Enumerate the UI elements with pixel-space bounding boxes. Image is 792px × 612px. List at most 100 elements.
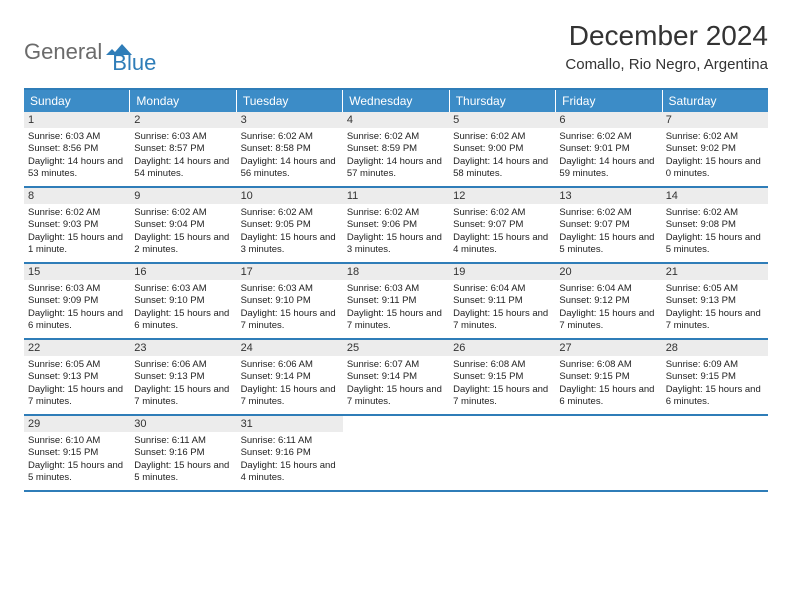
calendar-day: 11Sunrise: 6:02 AMSunset: 9:06 PMDayligh… [343, 188, 449, 262]
day-number: 27 [555, 340, 661, 356]
week-row: 8Sunrise: 6:02 AMSunset: 9:03 PMDaylight… [24, 188, 768, 264]
sunrise-text: Sunrise: 6:02 AM [28, 207, 126, 219]
day-detail: Sunrise: 6:02 AMSunset: 8:58 PMDaylight:… [237, 128, 343, 185]
day-detail: Sunrise: 6:08 AMSunset: 9:15 PMDaylight:… [555, 356, 661, 413]
sunset-text: Sunset: 9:16 PM [241, 447, 339, 459]
page-title: December 2024 [565, 20, 768, 52]
sunrise-text: Sunrise: 6:03 AM [134, 283, 232, 295]
day-detail: Sunrise: 6:11 AMSunset: 9:16 PMDaylight:… [237, 432, 343, 489]
calendar-day: 3Sunrise: 6:02 AMSunset: 8:58 PMDaylight… [237, 112, 343, 186]
calendar-day: 18Sunrise: 6:03 AMSunset: 9:11 PMDayligh… [343, 264, 449, 338]
sunrise-text: Sunrise: 6:09 AM [666, 359, 764, 371]
daylight-text: Daylight: 15 hours and 2 minutes. [134, 232, 232, 257]
day-header-wednesday: Wednesday [343, 90, 449, 112]
sunset-text: Sunset: 9:09 PM [28, 295, 126, 307]
day-number: 17 [237, 264, 343, 280]
day-detail: Sunrise: 6:04 AMSunset: 9:12 PMDaylight:… [555, 280, 661, 337]
sunset-text: Sunset: 8:56 PM [28, 143, 126, 155]
day-detail: Sunrise: 6:03 AMSunset: 9:10 PMDaylight:… [130, 280, 236, 337]
day-number: 4 [343, 112, 449, 128]
sunset-text: Sunset: 8:59 PM [347, 143, 445, 155]
daylight-text: Daylight: 15 hours and 4 minutes. [241, 460, 339, 485]
sunrise-text: Sunrise: 6:08 AM [453, 359, 551, 371]
sunset-text: Sunset: 9:02 PM [666, 143, 764, 155]
day-number: 5 [449, 112, 555, 128]
sunset-text: Sunset: 9:15 PM [28, 447, 126, 459]
sunset-text: Sunset: 9:13 PM [28, 371, 126, 383]
daylight-text: Daylight: 15 hours and 6 minutes. [28, 308, 126, 333]
day-detail: Sunrise: 6:09 AMSunset: 9:15 PMDaylight:… [662, 356, 768, 413]
sunrise-text: Sunrise: 6:06 AM [134, 359, 232, 371]
sunrise-text: Sunrise: 6:02 AM [666, 207, 764, 219]
sunrise-text: Sunrise: 6:04 AM [559, 283, 657, 295]
day-detail: Sunrise: 6:05 AMSunset: 9:13 PMDaylight:… [662, 280, 768, 337]
sunset-text: Sunset: 9:12 PM [559, 295, 657, 307]
day-number: 18 [343, 264, 449, 280]
day-header-friday: Friday [556, 90, 662, 112]
day-number: 6 [555, 112, 661, 128]
day-detail: Sunrise: 6:03 AMSunset: 8:56 PMDaylight:… [24, 128, 130, 185]
calendar-day [343, 416, 449, 490]
day-number: 30 [130, 416, 236, 432]
sunrise-text: Sunrise: 6:04 AM [453, 283, 551, 295]
sunrise-text: Sunrise: 6:03 AM [28, 131, 126, 143]
day-number: 14 [662, 188, 768, 204]
sunrise-text: Sunrise: 6:02 AM [559, 207, 657, 219]
day-detail: Sunrise: 6:02 AMSunset: 9:05 PMDaylight:… [237, 204, 343, 261]
sunset-text: Sunset: 9:01 PM [559, 143, 657, 155]
week-row: 22Sunrise: 6:05 AMSunset: 9:13 PMDayligh… [24, 340, 768, 416]
calendar-day: 30Sunrise: 6:11 AMSunset: 9:16 PMDayligh… [130, 416, 236, 490]
sunset-text: Sunset: 9:00 PM [453, 143, 551, 155]
day-detail: Sunrise: 6:03 AMSunset: 8:57 PMDaylight:… [130, 128, 236, 185]
daylight-text: Daylight: 15 hours and 5 minutes. [666, 232, 764, 257]
sunset-text: Sunset: 9:11 PM [347, 295, 445, 307]
daylight-text: Daylight: 15 hours and 7 minutes. [453, 384, 551, 409]
day-number: 25 [343, 340, 449, 356]
calendar-day: 16Sunrise: 6:03 AMSunset: 9:10 PMDayligh… [130, 264, 236, 338]
calendar-day: 9Sunrise: 6:02 AMSunset: 9:04 PMDaylight… [130, 188, 236, 262]
sunrise-text: Sunrise: 6:05 AM [666, 283, 764, 295]
calendar-day: 23Sunrise: 6:06 AMSunset: 9:13 PMDayligh… [130, 340, 236, 414]
calendar-day: 19Sunrise: 6:04 AMSunset: 9:11 PMDayligh… [449, 264, 555, 338]
day-detail: Sunrise: 6:10 AMSunset: 9:15 PMDaylight:… [24, 432, 130, 489]
sunrise-text: Sunrise: 6:08 AM [559, 359, 657, 371]
day-number: 22 [24, 340, 130, 356]
day-detail: Sunrise: 6:02 AMSunset: 9:06 PMDaylight:… [343, 204, 449, 261]
daylight-text: Daylight: 15 hours and 4 minutes. [453, 232, 551, 257]
calendar: SundayMondayTuesdayWednesdayThursdayFrid… [24, 88, 768, 492]
calendar-day: 21Sunrise: 6:05 AMSunset: 9:13 PMDayligh… [662, 264, 768, 338]
calendar-day: 6Sunrise: 6:02 AMSunset: 9:01 PMDaylight… [555, 112, 661, 186]
week-row: 15Sunrise: 6:03 AMSunset: 9:09 PMDayligh… [24, 264, 768, 340]
calendar-day: 13Sunrise: 6:02 AMSunset: 9:07 PMDayligh… [555, 188, 661, 262]
sunrise-text: Sunrise: 6:11 AM [134, 435, 232, 447]
sunrise-text: Sunrise: 6:03 AM [134, 131, 232, 143]
logo: General Blue [24, 28, 156, 76]
day-detail: Sunrise: 6:02 AMSunset: 9:01 PMDaylight:… [555, 128, 661, 185]
day-number: 3 [237, 112, 343, 128]
calendar-day: 10Sunrise: 6:02 AMSunset: 9:05 PMDayligh… [237, 188, 343, 262]
daylight-text: Daylight: 15 hours and 0 minutes. [666, 156, 764, 181]
sunset-text: Sunset: 9:11 PM [453, 295, 551, 307]
sunset-text: Sunset: 9:13 PM [134, 371, 232, 383]
day-detail: Sunrise: 6:04 AMSunset: 9:11 PMDaylight:… [449, 280, 555, 337]
daylight-text: Daylight: 15 hours and 7 minutes. [347, 384, 445, 409]
sunset-text: Sunset: 9:07 PM [559, 219, 657, 231]
calendar-day: 1Sunrise: 6:03 AMSunset: 8:56 PMDaylight… [24, 112, 130, 186]
day-detail: Sunrise: 6:03 AMSunset: 9:10 PMDaylight:… [237, 280, 343, 337]
day-number: 12 [449, 188, 555, 204]
day-detail: Sunrise: 6:02 AMSunset: 9:00 PMDaylight:… [449, 128, 555, 185]
day-number: 20 [555, 264, 661, 280]
day-number: 11 [343, 188, 449, 204]
sunrise-text: Sunrise: 6:02 AM [347, 207, 445, 219]
day-detail: Sunrise: 6:06 AMSunset: 9:13 PMDaylight:… [130, 356, 236, 413]
location-text: Comallo, Rio Negro, Argentina [565, 56, 768, 73]
sunset-text: Sunset: 9:04 PM [134, 219, 232, 231]
sunset-text: Sunset: 9:15 PM [559, 371, 657, 383]
day-number: 9 [130, 188, 236, 204]
daylight-text: Daylight: 15 hours and 7 minutes. [666, 308, 764, 333]
day-detail: Sunrise: 6:02 AMSunset: 9:03 PMDaylight:… [24, 204, 130, 261]
daylight-text: Daylight: 15 hours and 7 minutes. [134, 384, 232, 409]
daylight-text: Daylight: 15 hours and 6 minutes. [666, 384, 764, 409]
sunset-text: Sunset: 9:14 PM [347, 371, 445, 383]
sunset-text: Sunset: 9:15 PM [453, 371, 551, 383]
